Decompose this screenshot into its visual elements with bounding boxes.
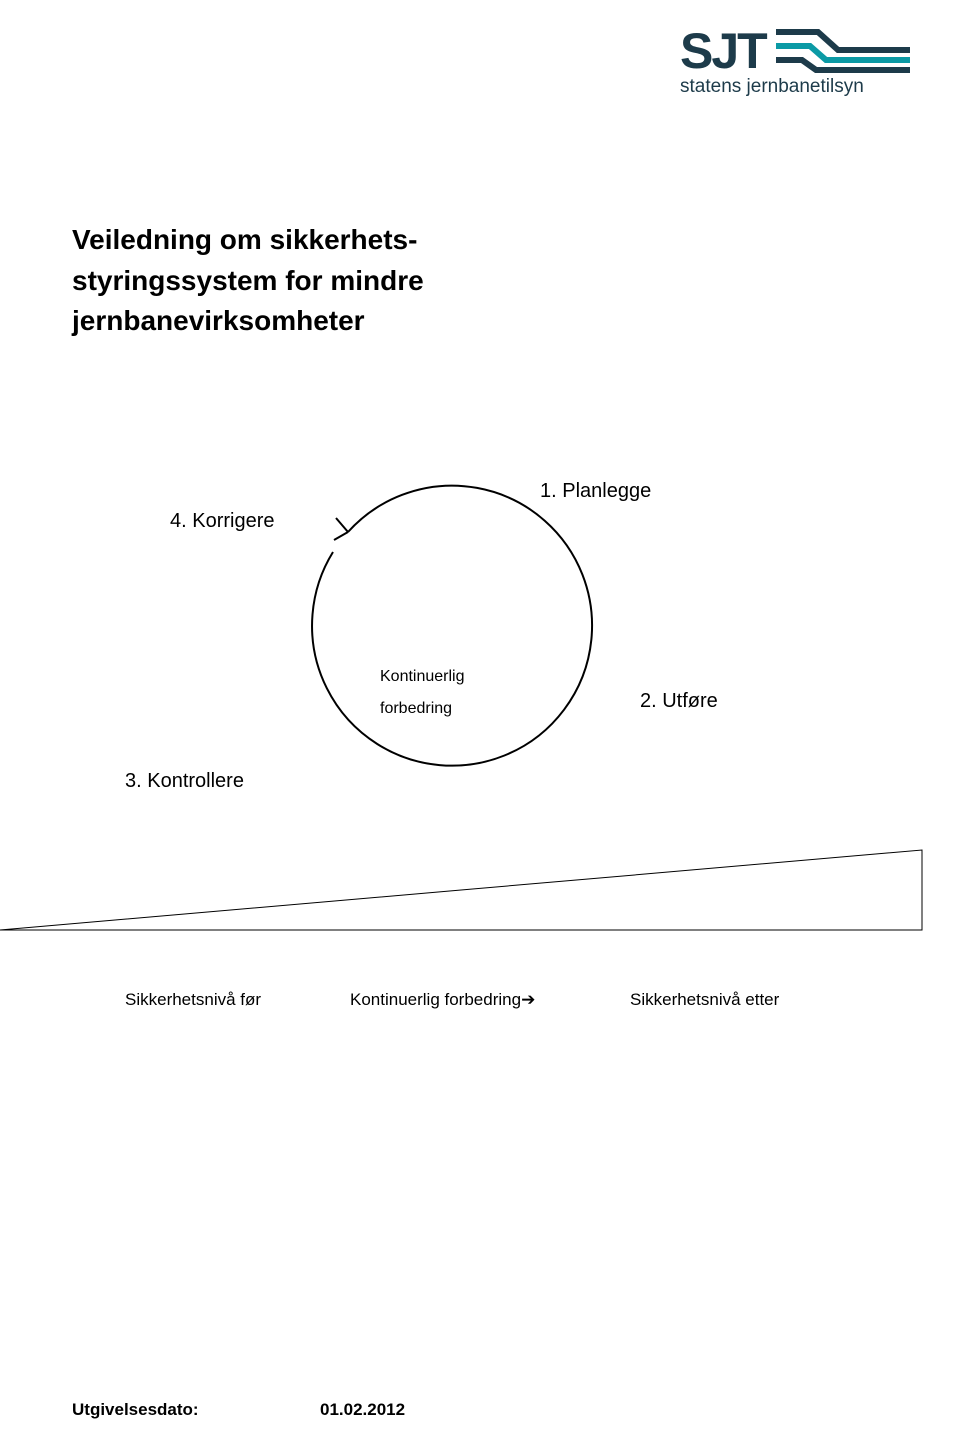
arrow-right-icon: ➔ [521, 990, 535, 1009]
sjt-logo: SJT statens jernbanetilsyn [680, 24, 920, 99]
bottom-label-middle-text: Kontinuerlig forbedring [350, 990, 521, 1009]
footer-date: 01.02.2012 [320, 1400, 405, 1420]
svg-text:statens jernbanetilsyn: statens jernbanetilsyn [680, 76, 864, 97]
svg-text:SJT: SJT [680, 24, 767, 79]
pdca-diagram [0, 470, 960, 950]
title-line-3: jernbanevirksomheter [72, 305, 365, 336]
bottom-label-middle: Kontinuerlig forbedring➔ [350, 990, 535, 1010]
title-line-2: styringssystem for mindre [72, 265, 424, 296]
footer-label: Utgivelsesdato: [72, 1400, 199, 1420]
title-line-1: Veiledning om sikkerhets- [72, 224, 417, 255]
bottom-label-before: Sikkerhetsnivå før [125, 990, 261, 1010]
page-title: Veiledning om sikkerhets- styringssystem… [72, 220, 424, 342]
bottom-label-after: Sikkerhetsnivå etter [630, 990, 779, 1010]
